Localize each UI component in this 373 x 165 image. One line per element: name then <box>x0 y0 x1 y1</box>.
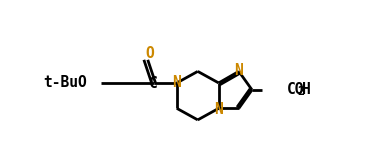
Text: N: N <box>214 102 223 117</box>
Text: C: C <box>149 76 158 91</box>
Text: N: N <box>235 63 243 78</box>
Text: t-BuO: t-BuO <box>43 75 87 90</box>
Text: O: O <box>145 46 154 61</box>
Text: CO: CO <box>287 82 304 97</box>
Text: 2: 2 <box>298 85 305 98</box>
Text: H: H <box>302 82 310 97</box>
Text: N: N <box>172 75 181 90</box>
